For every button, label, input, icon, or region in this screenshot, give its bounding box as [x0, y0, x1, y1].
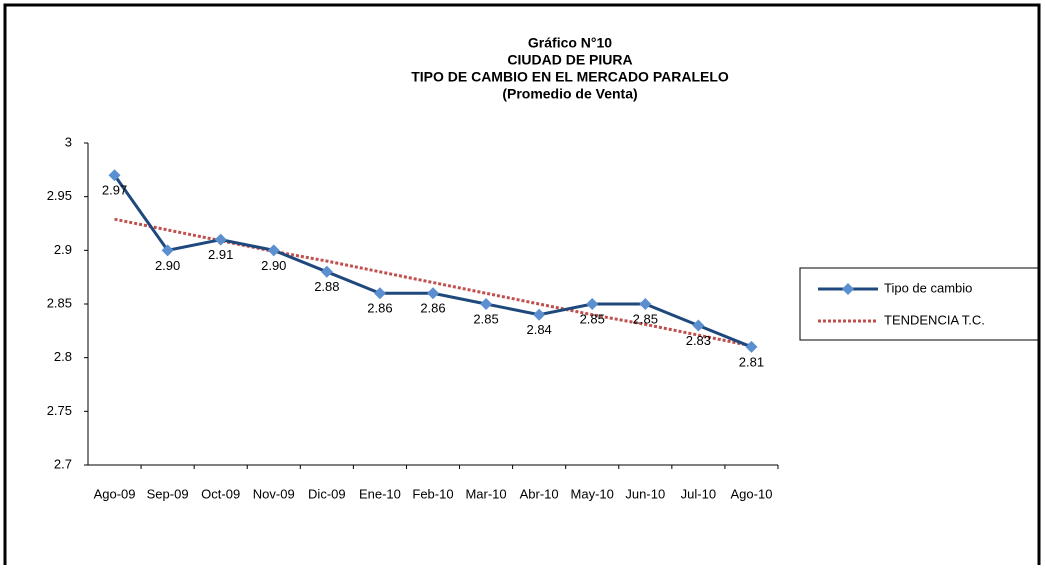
x-tick-label: Jun-10	[625, 486, 665, 501]
marker	[108, 169, 121, 182]
x-tick-label: May-10	[571, 486, 614, 501]
marker	[267, 244, 280, 257]
data-label: 2.90	[261, 258, 286, 273]
data-label: 2.85	[580, 311, 605, 326]
data-label: 2.90	[155, 258, 180, 273]
y-tick-label: 2.8	[54, 349, 72, 364]
y-tick-label: 2.9	[54, 242, 72, 257]
data-label: 2.84	[526, 322, 551, 337]
chart-title: Gráfico N°10	[528, 35, 612, 51]
marker	[586, 298, 599, 310]
legend-marker	[842, 283, 854, 295]
marker	[320, 265, 333, 278]
x-tick-label: Nov-09	[253, 486, 295, 501]
frame	[3, 3, 1041, 570]
x-tick-label: Ago-09	[94, 486, 136, 501]
chart-title: (Promedio de Venta)	[502, 86, 637, 102]
data-label: 2.83	[686, 333, 711, 348]
marker	[639, 298, 652, 310]
marker	[692, 319, 705, 332]
x-tick-label: Oct-09	[201, 486, 240, 501]
x-tick-label: Feb-10	[412, 486, 453, 501]
marker	[214, 233, 227, 246]
data-label: 2.81	[739, 354, 764, 369]
marker	[373, 287, 386, 300]
x-tick-label: Dic-09	[308, 486, 346, 501]
x-tick-label: Abr-10	[520, 486, 559, 501]
y-tick-label: 2.75	[47, 403, 72, 418]
y-tick-label: 3	[65, 134, 72, 149]
legend	[799, 267, 1039, 341]
legend-label: TENDENCIA T.C.	[884, 312, 985, 327]
marker	[427, 287, 439, 300]
marker	[161, 244, 174, 257]
trend-line	[114, 217, 752, 348]
y-tick-label: 2.95	[47, 188, 72, 203]
chart-title: CIUDAD DE PIURA	[507, 52, 632, 68]
legend-label: Tipo de cambio	[884, 280, 972, 295]
data-label: 2.91	[208, 247, 233, 262]
x-tick-label: Ago-10	[731, 486, 773, 501]
x-tick-label: Sep-09	[147, 486, 189, 501]
x-tick-label: Ene-10	[359, 486, 401, 501]
data-label: 2.86	[420, 301, 445, 316]
x-tick-label: Jul-10	[681, 486, 716, 501]
marker	[480, 298, 493, 310]
marker	[533, 308, 546, 321]
y-tick-label: 2.85	[47, 295, 72, 310]
x-tick-label: Mar-10	[465, 486, 506, 501]
data-label: 2.86	[367, 301, 392, 316]
y-tick-label: 2.7	[54, 456, 72, 471]
data-label: 2.85	[473, 311, 498, 326]
data-label: 2.85	[633, 311, 658, 326]
data-label: 2.88	[314, 279, 339, 294]
data-label: 2.97	[102, 183, 127, 198]
marker	[745, 340, 758, 353]
chart-title: TIPO DE CAMBIO EN EL MERCADO PARALELO	[411, 69, 729, 85]
